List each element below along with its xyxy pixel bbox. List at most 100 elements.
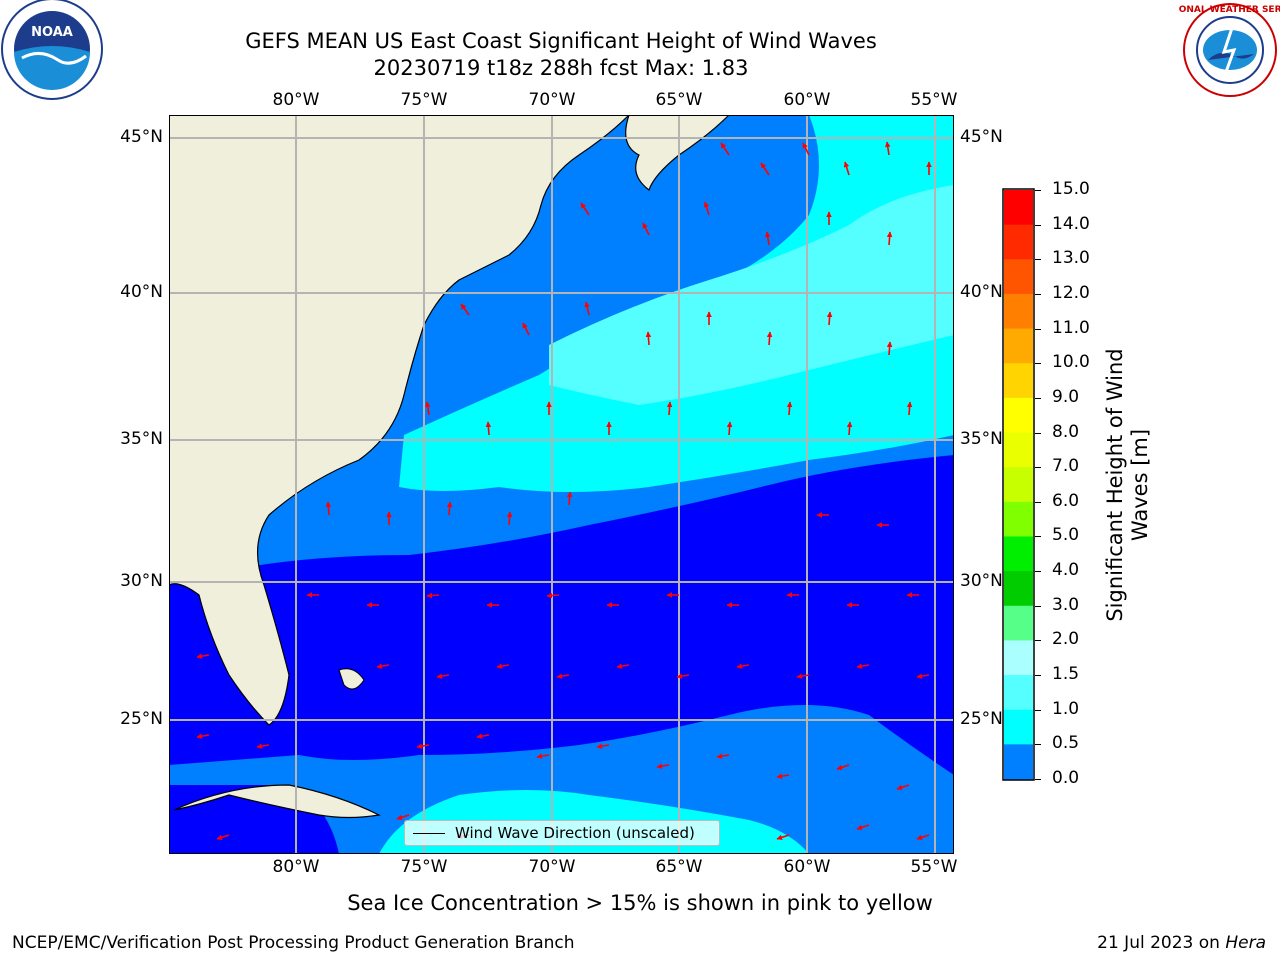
noaa-logo: NOAA xyxy=(1,0,103,100)
lat-label-left: 25°N xyxy=(120,709,163,729)
chart-title: GEFS MEAN US East Coast Significant Heig… xyxy=(245,29,877,53)
colorbar-tick-mark xyxy=(1035,605,1041,607)
colorbar-segment xyxy=(1004,363,1033,399)
colorbar-tick-mark xyxy=(1035,190,1041,191)
colorbar-segment xyxy=(1004,259,1033,295)
map-gridlines xyxy=(169,115,954,854)
land-bahamas xyxy=(338,668,365,690)
lon-label-bottom: 75°W xyxy=(400,857,448,877)
colorbar-tick-mark xyxy=(1035,744,1041,746)
colorbar-tick-label: 11.0 xyxy=(1052,317,1090,338)
colorbar-tick-mark xyxy=(1035,328,1041,330)
colorbar-segment xyxy=(1004,432,1033,468)
colorbar-tick-mark xyxy=(1035,363,1041,365)
wind-wave-arrows xyxy=(196,141,932,841)
colorbar-tick-mark xyxy=(1035,259,1041,261)
colorbar-tick-mark xyxy=(1035,675,1041,677)
colorbar-tick-mark xyxy=(1035,501,1041,503)
lat-label-right: 40°N xyxy=(960,282,1003,302)
colorbar-tick-label: 13.0 xyxy=(1052,248,1090,269)
lon-label-bottom: 80°W xyxy=(272,857,320,877)
nws-logo: NATIONAL WEATHER SERVICE xyxy=(1178,3,1280,97)
colorbar-tick-mark xyxy=(1035,571,1041,573)
nws-logo-text: NATIONAL WEATHER SERVICE xyxy=(1178,5,1280,15)
colorbar-tick-mark xyxy=(1035,224,1041,226)
colorbar-label: Significant Height of Wind Waves [m] xyxy=(1103,348,1152,622)
colorbar-tick-mark xyxy=(1035,293,1041,295)
lon-label-top: 55°W xyxy=(910,90,958,110)
footer-branch: NCEP/EMC/Verification Post Processing Pr… xyxy=(12,933,575,953)
legend-line-icon xyxy=(413,832,445,834)
colorbar-tick-label: 7.0 xyxy=(1052,456,1080,477)
lat-label-left: 30°N xyxy=(120,571,163,591)
colorbar-frame xyxy=(1002,188,1035,781)
lat-label-left: 40°N xyxy=(120,282,163,302)
colorbar-segment xyxy=(1004,675,1033,711)
colorbar-segment xyxy=(1004,536,1033,572)
colorbar-tick-label: 15.0 xyxy=(1052,179,1090,199)
lon-label-bottom: 65°W xyxy=(655,857,703,877)
lat-label-left: 45°N xyxy=(120,127,163,147)
colorbar-segment xyxy=(1004,605,1033,641)
chart-subtitle: 20230719 t18z 288h fcst Max: 1.83 xyxy=(373,56,749,80)
colorbar-tick-label: 2.0 xyxy=(1052,629,1080,650)
colorbar-segment xyxy=(1004,467,1033,503)
colorbar-tick-mark xyxy=(1035,397,1041,399)
lat-label-right: 35°N xyxy=(960,429,1003,449)
colorbar-segments xyxy=(1004,190,1033,780)
footer-host: Hera xyxy=(1225,933,1266,953)
colorbar-tick-label: 14.0 xyxy=(1052,213,1090,234)
colorbar-segment xyxy=(1004,709,1033,745)
lon-label-top: 80°W xyxy=(272,90,320,110)
lon-label-bottom: 55°W xyxy=(910,857,958,877)
wave-band-light-cyan xyxy=(549,185,954,405)
colorbar-tick-mark xyxy=(1035,640,1041,642)
wave-band-dark-blue xyxy=(169,455,954,775)
lon-label-top: 75°W xyxy=(400,90,448,110)
colorbar-tick-mark xyxy=(1035,536,1041,538)
colorbar-tick-label: 10.0 xyxy=(1052,352,1090,373)
colorbar-tick-mark xyxy=(1035,432,1041,434)
map-legend: Wind Wave Direction (unscaled) xyxy=(404,820,720,846)
map-panel xyxy=(169,115,954,854)
legend-label: Wind Wave Direction (unscaled) xyxy=(455,824,695,842)
colorbar-segment xyxy=(1004,571,1033,607)
land-cuba xyxy=(173,784,381,819)
colorbar-segment xyxy=(1004,397,1033,434)
lon-label-bottom: 70°W xyxy=(528,857,576,877)
colorbar-tick-label: 6.0 xyxy=(1052,490,1080,511)
lon-label-top: 60°W xyxy=(783,90,831,110)
colorbar-segment xyxy=(1004,224,1033,260)
colorbar-tick-mark xyxy=(1035,467,1041,469)
noaa-logo-text: NOAA xyxy=(31,25,73,40)
colorbar-tick-label: 1.5 xyxy=(1052,664,1080,685)
colorbar-tick-label: 8.0 xyxy=(1052,421,1080,442)
colorbar-tick-label: 0.0 xyxy=(1052,768,1080,788)
colorbar-segment xyxy=(1004,293,1033,330)
colorbar-segment xyxy=(1004,190,1033,226)
lat-label-right: 45°N xyxy=(960,127,1003,147)
footer-date: 21 Jul 2023 on Hera xyxy=(1097,933,1266,953)
colorbar-tick-mark xyxy=(1035,779,1041,780)
colorbar-segment xyxy=(1004,501,1033,537)
colorbar-segment xyxy=(1004,744,1033,780)
colorbar-tick-label: 12.0 xyxy=(1052,282,1090,303)
colorbar xyxy=(1002,188,1035,781)
lon-label-bottom: 60°W xyxy=(783,857,831,877)
colorbar-segment xyxy=(1004,328,1033,364)
colorbar-tick-label: 5.0 xyxy=(1052,525,1080,546)
sea-ice-note: Sea Ice Concentration > 15% is shown in … xyxy=(347,891,933,915)
colorbar-tick-label: 0.5 xyxy=(1052,733,1080,754)
colorbar-tick-label: 4.0 xyxy=(1052,560,1080,581)
lon-label-top: 70°W xyxy=(528,90,576,110)
colorbar-segment xyxy=(1004,640,1033,676)
land-us-east-coast xyxy=(169,115,630,726)
footer-date-text: 21 Jul 2023 on xyxy=(1097,933,1226,953)
lon-label-top: 65°W xyxy=(655,90,703,110)
colorbar-tick-label: 1.0 xyxy=(1052,698,1080,719)
lat-label-left: 35°N xyxy=(120,429,163,449)
colorbar-tick-label: 9.0 xyxy=(1052,386,1080,407)
lat-label-right: 25°N xyxy=(960,709,1003,729)
colorbar-tick-label: 3.0 xyxy=(1052,594,1080,615)
lat-label-right: 30°N xyxy=(960,571,1003,591)
